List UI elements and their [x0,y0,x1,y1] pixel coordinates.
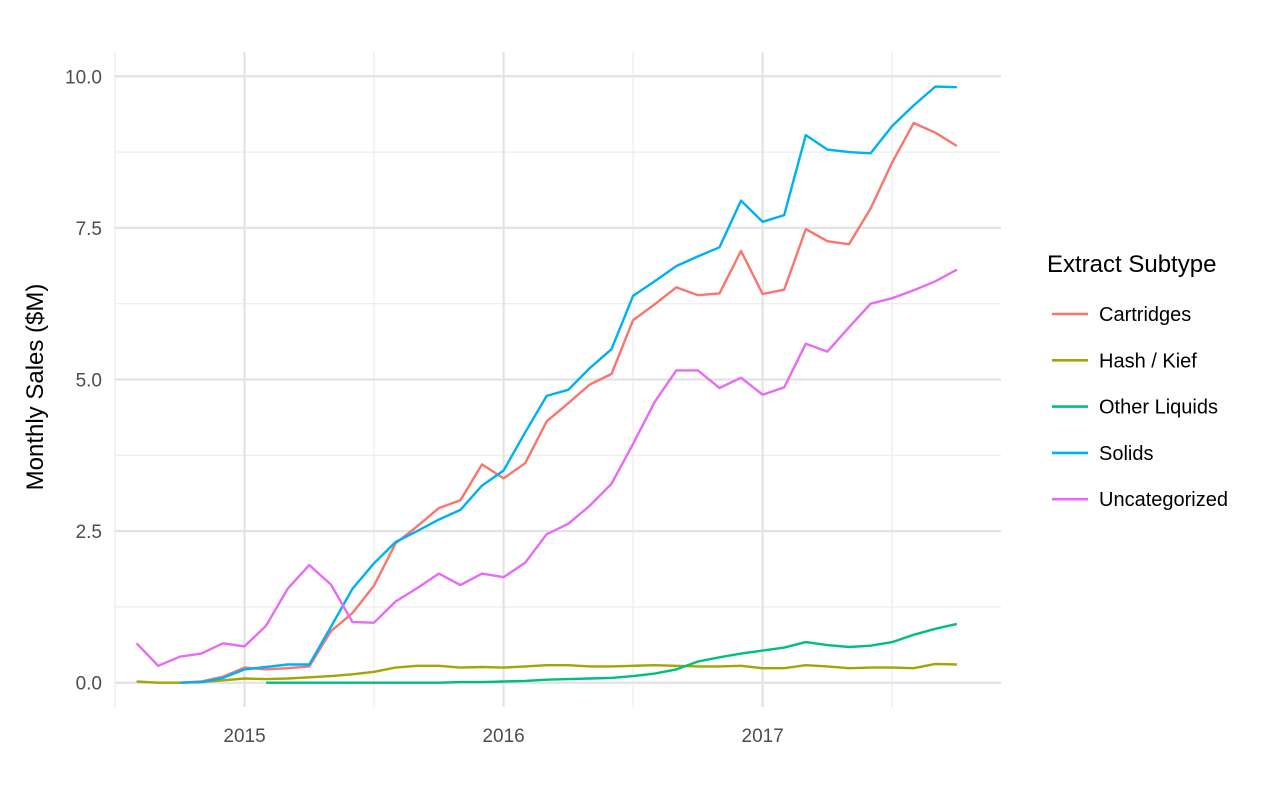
x-tick-label: 2017 [742,726,784,747]
legend-label-hash-kief: Hash / Kief [1099,350,1197,372]
x-tick-label: 2016 [482,726,524,747]
series-lines [135,85,958,684]
x-axis-ticks: 2015 2016 2017 [223,726,783,747]
legend: Extract Subtype Cartridges Hash / Kief Oth… [1047,251,1228,511]
y-axis-title: Monthly Sales ($M) [22,284,49,491]
y-tick-label: 10.0 [65,67,102,88]
series-line-cartridges [179,121,958,684]
legend-label-other-liquids: Other Liquids [1099,397,1218,419]
major-gridlines [115,52,1001,707]
x-tick-label: 2015 [223,726,265,747]
legend-label-cartridges: Cartridges [1099,304,1191,326]
y-axis-ticks: 0.0 2.5 5.0 7.5 10.0 [65,67,102,694]
y-tick-label: 2.5 [76,522,102,543]
series-line-uncategorized [135,268,958,667]
y-tick-label: 5.0 [76,371,102,392]
legend-label-uncategorized: Uncategorized [1099,489,1228,511]
y-tick-label: 7.5 [76,219,102,240]
legend-label-solids: Solids [1099,443,1153,465]
y-tick-label: 0.0 [76,674,102,695]
series-line-hash-kief [136,662,957,684]
legend-title: Extract Subtype [1047,251,1216,278]
series-line-solids [179,85,957,684]
series-line-other-liquids [266,622,958,684]
